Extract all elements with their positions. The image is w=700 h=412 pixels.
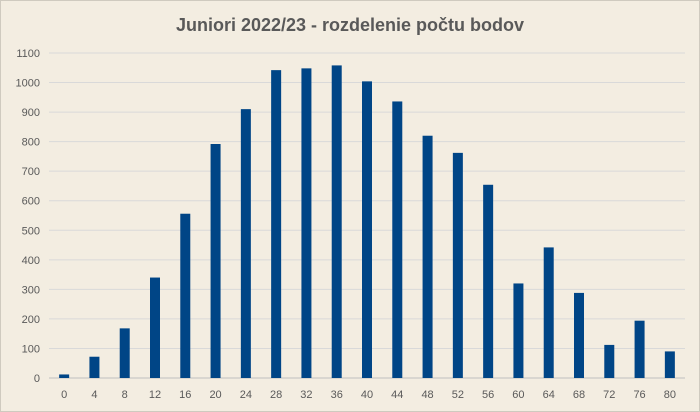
bar: [119, 328, 130, 378]
y-tick-label: 300: [22, 284, 40, 296]
x-tick-label: 16: [179, 389, 191, 401]
y-tick-label: 600: [22, 196, 40, 208]
bars: [59, 65, 675, 379]
y-tick-label: 0: [34, 373, 40, 385]
bar: [331, 65, 342, 378]
x-axis-ticks: 0 4 8 12 16 20 24 28 32 36 40 44 48 52 56 60 64 68 72 76 80: [61, 389, 676, 401]
x-tick-label: 8: [122, 389, 128, 401]
bar: [574, 292, 584, 378]
y-tick-label: 100: [22, 343, 40, 355]
bar: [422, 135, 433, 378]
y-tick-label: 700: [22, 166, 40, 178]
x-tick-label: 52: [452, 389, 464, 401]
x-tick-label: 24: [240, 389, 252, 401]
x-tick-label: 76: [633, 389, 645, 401]
x-tick-label: 32: [300, 389, 312, 401]
x-tick-label: 36: [331, 389, 343, 401]
bar: [362, 81, 372, 378]
bar: [392, 101, 403, 379]
x-tick-label: 28: [270, 389, 282, 401]
y-tick-label: 1000: [16, 78, 40, 90]
bar: [210, 144, 221, 378]
y-tick-label: 1100: [16, 48, 40, 60]
bar: [301, 68, 312, 378]
x-tick-label: 40: [361, 389, 373, 401]
x-tick-label: 4: [91, 389, 97, 401]
bar: [180, 213, 191, 378]
x-tick-label: 68: [573, 389, 585, 401]
x-tick-label: 44: [391, 389, 403, 401]
x-tick-label: 72: [603, 389, 615, 401]
bar: [59, 374, 70, 378]
bar: [513, 283, 524, 378]
x-tick-label: 48: [421, 389, 433, 401]
x-tick-label: 20: [209, 389, 221, 401]
bar: [89, 356, 100, 378]
x-tick-label: 56: [482, 389, 494, 401]
x-tick-label: 0: [61, 389, 67, 401]
y-tick-label: 200: [22, 314, 40, 326]
y-axis-ticks: 0 100 200 300 400 500 600 700 800 900 1000 1100: [16, 48, 40, 385]
y-tick-label: 500: [22, 225, 40, 237]
bar: [543, 247, 554, 378]
x-tick-label: 64: [543, 389, 555, 401]
x-tick-label: 80: [664, 389, 676, 401]
bar: [483, 184, 494, 378]
bar: [271, 70, 282, 379]
bar: [452, 152, 463, 378]
bar: [604, 344, 615, 378]
y-tick-label: 800: [22, 137, 40, 149]
chart-title: Juniori 2022/23 - rozdelenie počtu bodov: [176, 15, 524, 35]
y-tick-label: 400: [22, 255, 40, 267]
bar: [634, 320, 645, 378]
bar: [240, 109, 251, 379]
bar: [150, 277, 160, 378]
x-tick-label: 12: [149, 389, 161, 401]
y-tick-label: 900: [22, 107, 40, 119]
bar: [664, 351, 675, 378]
x-tick-label: 60: [512, 389, 524, 401]
